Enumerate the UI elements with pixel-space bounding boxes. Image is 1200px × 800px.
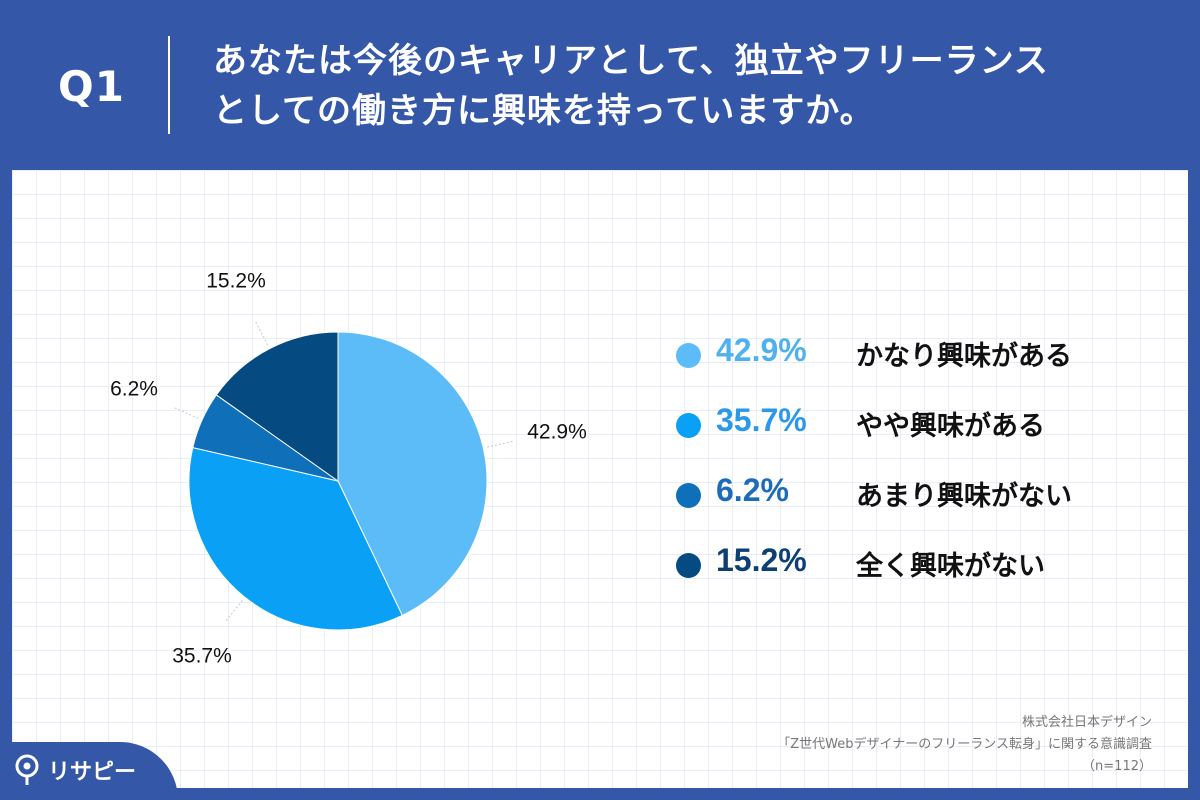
legend-label: やや興味がある	[856, 411, 1045, 442]
source-sample-size: （n=112）	[1082, 759, 1152, 774]
legend-item: 6.2% あまり興味がない	[676, 468, 1176, 538]
source-note: 株式会社日本デザイン 「Z世代Webデザイナーのフリーランス転身」に関する意識調…	[777, 712, 1152, 778]
legend-item: 35.7% やや興味がある	[676, 398, 1176, 468]
legend-dot-icon	[676, 483, 701, 508]
question-title-line-1: あなたは今後のキャリアとして、独立やフリーランス	[213, 41, 1049, 81]
pie-value-label: 15.2%	[206, 270, 266, 293]
leader-line	[255, 321, 269, 346]
brand-name: リサピー	[48, 760, 137, 785]
source-company: 株式会社日本デザイン	[1021, 715, 1152, 730]
pie-slice	[215, 331, 339, 482]
legend-item: 15.2% 全く興味がない	[676, 538, 1176, 608]
pie-value-label: 35.7%	[172, 645, 232, 668]
legend-label: あまり興味がない	[856, 481, 1072, 512]
question-title-line-2: としての働き方に興味を持っていますか。	[213, 91, 875, 131]
header-divider	[168, 36, 170, 134]
legend-value: 35.7%	[716, 402, 807, 438]
leader-line	[174, 407, 199, 419]
legend-item: 42.9% かなり興味がある	[676, 328, 1176, 398]
brand-logo: リサピー	[0, 742, 178, 800]
legend-dot-icon	[676, 553, 701, 578]
question-title: あなたは今後のキャリアとして、独立やフリーランス としての働き方に興味を持ってい…	[213, 36, 1173, 136]
legend-dot-icon	[676, 343, 701, 368]
leader-line	[487, 440, 513, 448]
question-number: Q1	[58, 62, 125, 111]
pie-value-label: 6.2%	[110, 378, 158, 401]
pie-value-label: 42.9%	[527, 421, 587, 444]
pie-slice	[337, 331, 488, 617]
pie-chart: 42.9% 35.7% 6.2% 15.2%	[110, 270, 587, 668]
pie-slice	[188, 446, 403, 631]
legend: 42.9% かなり興味がある 35.7% やや興味がある 6.2% あまり興味が…	[676, 328, 1176, 608]
legend-value: 6.2%	[716, 472, 789, 508]
legend-label: かなり興味がある	[856, 341, 1072, 372]
location-pin-icon	[15, 754, 39, 785]
question-header: Q1 あなたは今後のキャリアとして、独立やフリーランス としての働き方に興味を持…	[0, 0, 1200, 170]
chart-panel: 42.9% 35.7% 6.2% 15.2% 42.9% かなり興味がある 35.7%…	[12, 170, 1188, 788]
legend-value: 42.9%	[716, 332, 807, 368]
legend-value: 15.2%	[716, 542, 807, 578]
source-survey: 「Z世代Webデザイナーのフリーランス転身」に関する意識調査	[777, 737, 1152, 752]
legend-label: 全く興味がない	[856, 551, 1045, 582]
legend-dot-icon	[676, 413, 701, 438]
leader-line	[225, 600, 243, 622]
